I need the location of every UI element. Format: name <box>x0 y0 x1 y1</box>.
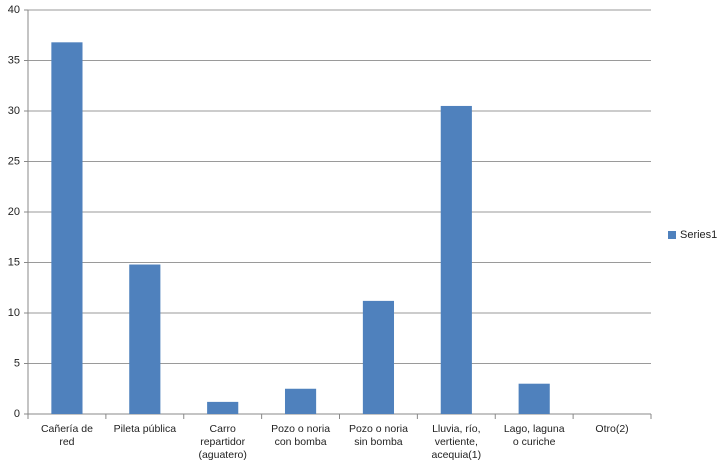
y-tick-label: 20 <box>8 206 20 218</box>
bar <box>207 401 239 414</box>
bar <box>129 264 161 414</box>
x-tick-label: Cañería de red <box>40 423 93 448</box>
y-tick-label: 35 <box>8 54 20 66</box>
legend-swatch <box>668 231 676 239</box>
bar <box>51 42 83 414</box>
y-tick-label: 10 <box>8 307 20 319</box>
y-tick-label: 0 <box>14 408 20 420</box>
x-tick-label: Otro(2) <box>595 423 629 435</box>
x-tick-label: Pileta pública <box>113 423 177 435</box>
y-tick-label: 40 <box>8 4 20 16</box>
y-tick-label: 30 <box>8 105 20 117</box>
y-tick-label: 15 <box>8 256 20 268</box>
bar <box>284 388 317 414</box>
y-tick-label: 25 <box>8 155 20 167</box>
x-tick-label: Pozo o noria sin bomba <box>348 423 408 448</box>
legend-label: Series1 <box>680 229 717 241</box>
x-tick-label: Carro repartidor (aguatero) <box>198 423 247 461</box>
x-tick-label: Lago, laguna o curiche <box>503 423 565 448</box>
bar <box>440 105 472 414</box>
bar <box>362 300 395 414</box>
x-tick-label: Pozo o noria con bomba <box>271 423 331 448</box>
x-tick-label: Lluvia, río, vertiente, acequia(1) <box>431 423 482 461</box>
bar <box>518 383 550 414</box>
y-tick-label: 5 <box>14 357 20 369</box>
